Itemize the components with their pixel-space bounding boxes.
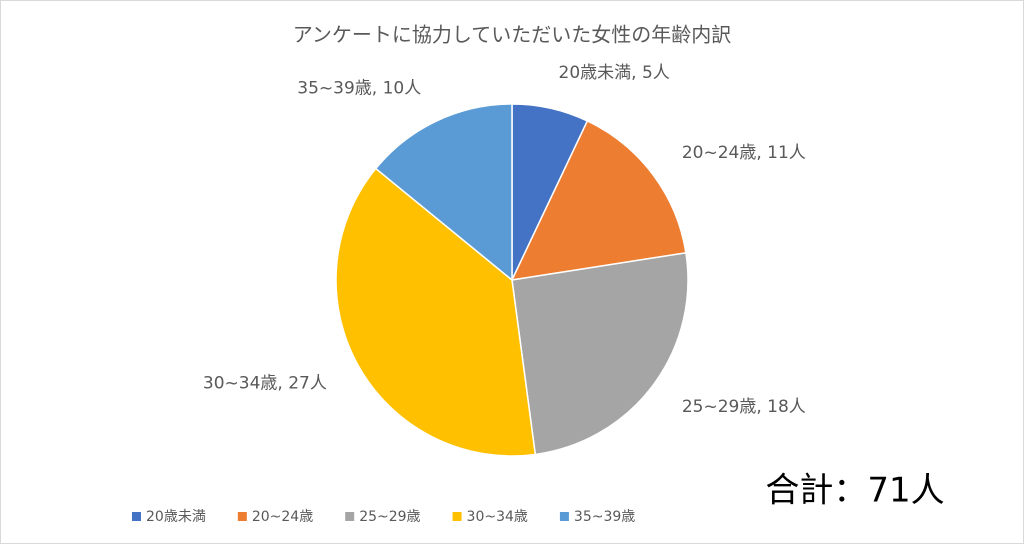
data-label: 25~29歳, 18人: [682, 397, 806, 417]
data-label: 35~39歳, 10人: [297, 78, 421, 98]
chart-title: アンケートに協力していただいた女性の年齢内訳: [293, 23, 732, 47]
legend-swatch: [345, 512, 355, 521]
legend-label: 20~24歳: [252, 509, 313, 525]
data-label: 30~34歳, 27人: [203, 373, 327, 393]
pie-slice: [335, 167, 537, 457]
legend-swatch: [559, 512, 569, 521]
pie-slice: [374, 103, 513, 282]
legend-label: 35~39歳: [574, 509, 635, 525]
legend-label: 25~29歳: [359, 509, 420, 525]
pie-slice: [511, 251, 689, 456]
legend-swatch: [452, 512, 462, 521]
data-label: 20歳未満, 5人: [559, 63, 670, 83]
legend-label: 20歳未満: [146, 509, 206, 525]
total-annotation: 合計：71人: [765, 471, 944, 511]
pie-slice: [510, 119, 687, 281]
data-label: 20~24歳, 11人: [682, 143, 806, 163]
legend-swatch: [132, 512, 141, 521]
legend-label: 30~34歳: [467, 509, 528, 525]
legend-swatch: [237, 512, 247, 521]
